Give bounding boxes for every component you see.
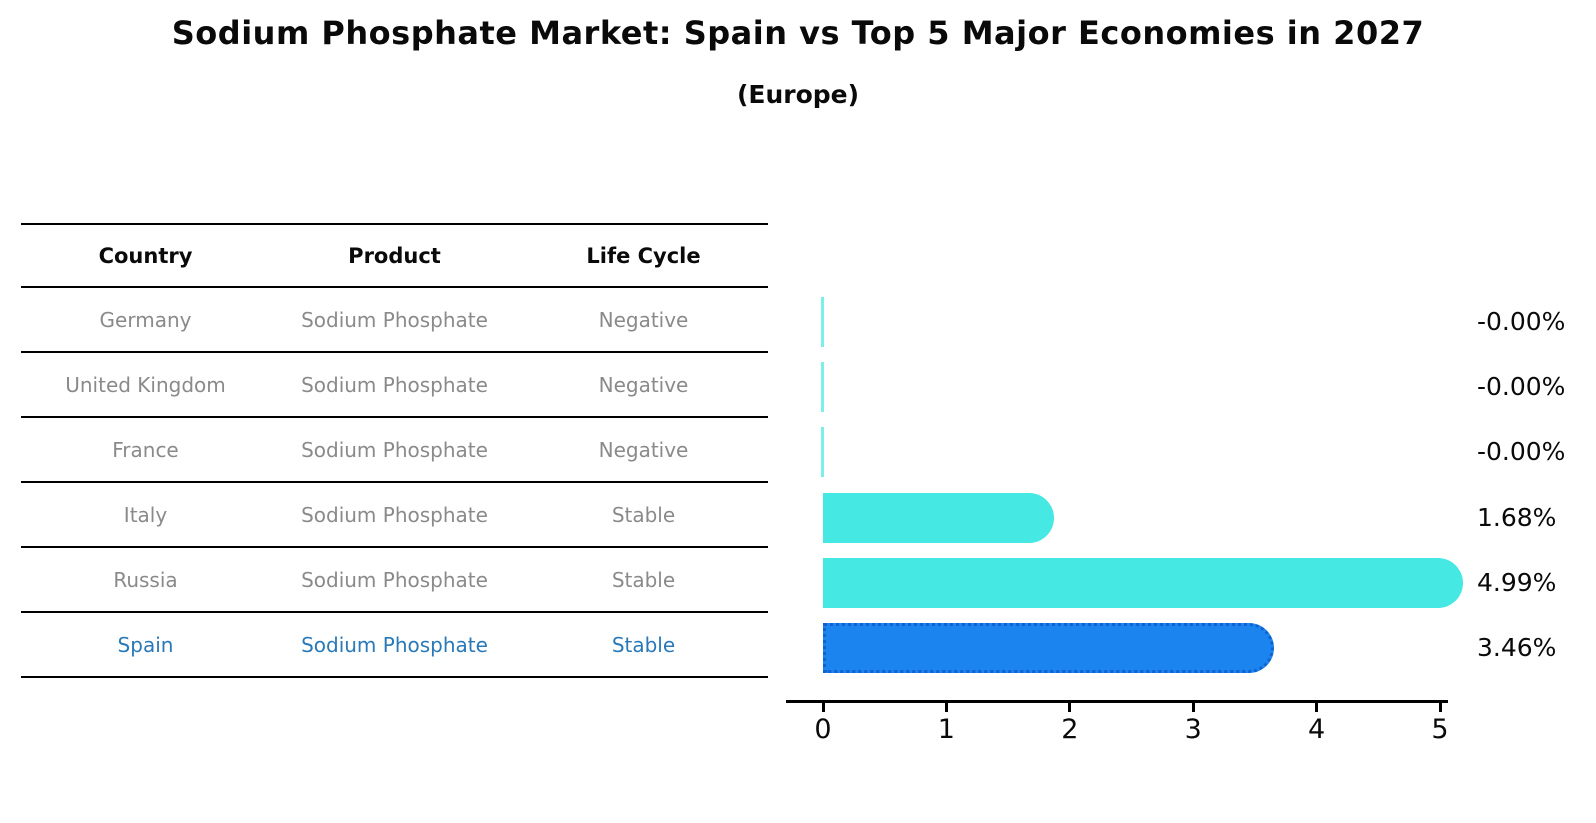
x-axis-tick (1438, 703, 1442, 712)
table-row: Russia Sodium Phosphate Stable (21, 548, 768, 613)
x-axis-tick (1068, 703, 1072, 712)
bar-value-label: 3.46% (1477, 633, 1557, 662)
x-axis-tick-label: 2 (1061, 714, 1079, 745)
table-row: France Sodium Phosphate Negative (21, 418, 768, 483)
table-cell-life-cycle: Stable (611, 567, 676, 592)
bar-value-label: 4.99% (1477, 567, 1557, 597)
table-cell-country: Spain (117, 632, 174, 657)
x-axis-tick-label: 1 (937, 714, 955, 745)
table-cell-country: France (112, 437, 179, 462)
bar-value-label: 1.68% (1477, 502, 1557, 532)
table-cell-life-cycle: Stable (611, 632, 676, 657)
table-cell-product: Sodium Phosphate (301, 372, 488, 397)
table-cell-life-cycle: Negative (598, 437, 689, 462)
table-cell-product: Sodium Phosphate (301, 307, 488, 332)
bar-russia (823, 557, 1463, 608)
x-axis-tick-label: 5 (1431, 714, 1449, 745)
table-cell-life-cycle: Negative (598, 372, 689, 397)
bar-france (821, 427, 824, 478)
table-cell-country: Italy (123, 502, 168, 527)
table-cell-country: United Kingdom (65, 372, 226, 397)
table-header-product: Product (348, 243, 441, 268)
table-cell-product: Sodium Phosphate (301, 437, 488, 462)
table-cell-country: Germany (99, 307, 192, 332)
table-cell-country: Russia (113, 567, 178, 592)
table-cell-life-cycle: Negative (598, 307, 689, 332)
x-axis-line (786, 700, 1448, 703)
x-axis-tick-label: 4 (1308, 714, 1326, 745)
page-subtitle: (Europe) (736, 80, 860, 109)
table-body: Germany Sodium Phosphate Negative United Ki… (21, 288, 768, 678)
table-row: Italy Sodium Phosphate Stable (21, 483, 768, 548)
table-row: Germany Sodium Phosphate Negative (21, 288, 768, 353)
bar-spain (823, 623, 1274, 673)
table-row: Spain Sodium Phosphate Stable (21, 613, 768, 678)
x-axis-tick-label: 3 (1184, 714, 1202, 745)
bar-value-label: -0.00% (1477, 437, 1566, 467)
table-cell-product: Sodium Phosphate (301, 632, 488, 657)
bar-italy (823, 492, 1055, 543)
x-axis-tick (944, 703, 948, 712)
table-cell-product: Sodium Phosphate (301, 567, 488, 592)
table-header-life-cycle: Life Cycle (586, 243, 701, 268)
table-cell-product: Sodium Phosphate (301, 502, 488, 527)
bar-value-label: -0.00% (1477, 372, 1566, 402)
table-cell-life-cycle: Stable (611, 502, 676, 527)
bar-value-label: -0.00% (1477, 307, 1566, 336)
x-axis-tick-label: 0 (814, 714, 832, 745)
bar-united-kingdom (821, 362, 824, 413)
table-header-row: Country Product Life Cycle (21, 225, 768, 288)
x-axis-tick (821, 703, 825, 712)
table-header-country: Country (98, 243, 193, 268)
x-axis-tick (1191, 703, 1195, 712)
bar-germany (821, 297, 824, 347)
x-axis-tick (1315, 703, 1319, 712)
comparison-table: Country Product Life Cycle Germany Sodium… (21, 223, 768, 678)
table-row: United Kingdom Sodium Phosphate Negative (21, 353, 768, 418)
page-title: Sodium Phosphate Market: Spain vs Top 5 … (171, 14, 1425, 52)
